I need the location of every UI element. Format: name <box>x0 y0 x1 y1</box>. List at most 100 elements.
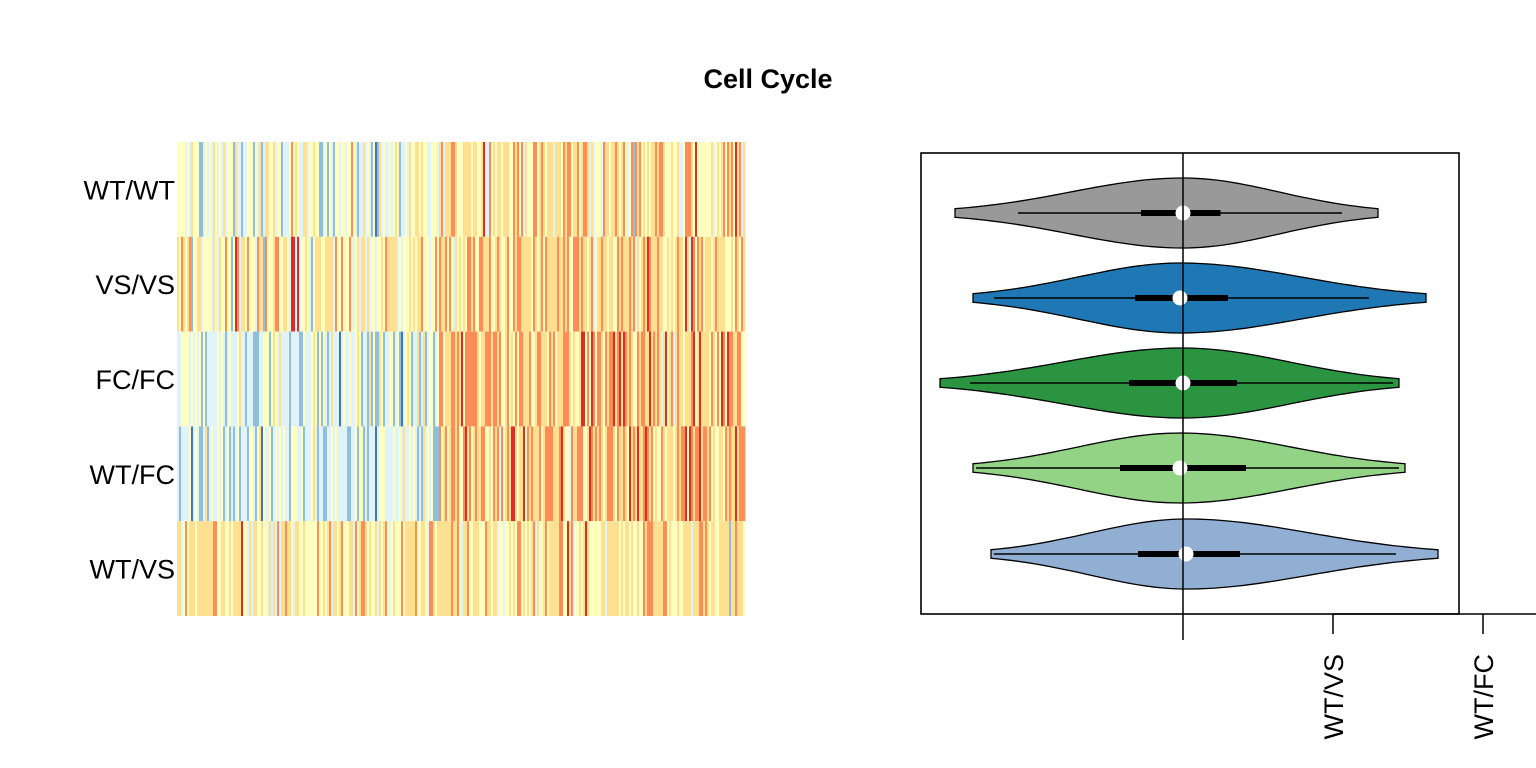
heatmap-cell <box>245 331 248 427</box>
heatmap-cell <box>583 331 586 427</box>
heatmap-cell <box>581 426 584 522</box>
heatmap-cell <box>541 142 544 237</box>
heatmap-cell <box>529 331 532 427</box>
heatmap-cell <box>247 142 250 237</box>
heatmap-cell <box>697 236 700 332</box>
heatmap-cell <box>225 142 228 237</box>
heatmap-cell <box>383 521 386 616</box>
heatmap-row-label: FC/FC <box>96 365 175 395</box>
heatmap-cell <box>177 142 180 237</box>
heatmap-cell <box>351 331 354 427</box>
heatmap-cell <box>311 521 314 616</box>
heatmap-cell <box>617 426 620 522</box>
heatmap-cell <box>499 236 502 332</box>
heatmap-cell <box>631 142 634 237</box>
heatmap-cell <box>709 331 712 427</box>
heatmap-cell <box>603 521 606 616</box>
heatmap-cell <box>379 142 382 237</box>
heatmap-cell <box>715 426 718 522</box>
heatmap-cell <box>311 331 314 427</box>
heatmap-cell <box>247 236 250 332</box>
heatmap-cell <box>501 236 504 332</box>
heatmap-cell <box>235 331 238 427</box>
heatmap-cell <box>509 426 512 522</box>
heatmap-cell <box>183 426 186 522</box>
heatmap-cell <box>585 521 588 616</box>
heatmap-cell <box>687 236 690 332</box>
heatmap-cell <box>675 426 678 522</box>
heatmap-cell <box>565 236 568 332</box>
heatmap-cell <box>643 521 646 616</box>
heatmap-cell <box>415 521 418 616</box>
heatmap-cell <box>323 236 326 332</box>
heatmap-cell <box>309 236 312 332</box>
heatmap-cell <box>701 142 704 237</box>
heatmap-cell <box>541 236 544 332</box>
heatmap-cell <box>663 331 666 427</box>
heatmap-cell <box>487 142 490 237</box>
heatmap-cell <box>727 426 730 522</box>
heatmap-cell <box>613 236 616 332</box>
heatmap-cell <box>631 331 634 427</box>
heatmap-cell <box>387 142 390 237</box>
heatmap-cell <box>487 236 490 332</box>
heatmap-cell <box>573 331 576 427</box>
heatmap-cell <box>483 236 486 332</box>
heatmap-cell <box>369 521 372 616</box>
heatmap-cell <box>491 426 494 522</box>
heatmap-cell <box>517 521 520 616</box>
heatmap-cell <box>461 142 464 237</box>
heatmap-cell <box>467 521 470 616</box>
heatmap-cell <box>283 331 286 427</box>
heatmap-cell <box>361 426 364 522</box>
heatmap-cell <box>521 521 524 616</box>
heatmap-cell <box>349 521 352 616</box>
heatmap-cell <box>425 142 428 237</box>
heatmap-cell <box>363 521 366 616</box>
heatmap-cell <box>487 331 490 427</box>
heatmap-cell <box>447 426 450 522</box>
heatmap-cell <box>273 142 276 237</box>
heatmap-cell <box>293 236 296 332</box>
heatmap-cell <box>589 236 592 332</box>
heatmap-cell <box>719 142 722 237</box>
violin <box>954 177 1379 249</box>
heatmap-cell <box>695 521 698 616</box>
heatmap-cell <box>471 521 474 616</box>
heatmap-cell <box>353 142 356 237</box>
heatmap-cell <box>297 521 300 616</box>
x-tick-label: WT/VS <box>1319 654 1349 740</box>
heatmap-cell <box>543 521 546 616</box>
heatmap-cell <box>405 426 408 522</box>
heatmap-cell <box>413 426 416 522</box>
heatmap-cell <box>523 521 526 616</box>
heatmap-cell <box>635 331 638 427</box>
heatmap-cell <box>543 331 546 427</box>
heatmap-cell <box>595 142 598 237</box>
heatmap-cell <box>317 331 320 427</box>
heatmap-cell <box>627 521 630 616</box>
heatmap-cell <box>695 142 698 237</box>
heatmap-cell <box>537 236 540 332</box>
violin <box>939 347 1400 419</box>
heatmap-cell <box>229 142 232 237</box>
heatmap-cell <box>501 331 504 427</box>
heatmap-cell <box>265 331 268 427</box>
heatmap-cell <box>531 426 534 522</box>
heatmap-cell <box>685 331 688 427</box>
heatmap-cell <box>431 521 434 616</box>
heatmap-cell <box>201 521 204 616</box>
heatmap-cell <box>725 331 728 427</box>
heatmap-cell <box>217 331 220 427</box>
heatmap-cell <box>695 331 698 427</box>
heatmap-cell <box>181 521 184 616</box>
heatmap-cell <box>609 426 612 522</box>
heatmap-cell <box>645 426 648 522</box>
heatmap-cell <box>559 426 562 522</box>
heatmap-cell <box>337 426 340 522</box>
heatmap-cell <box>593 142 596 237</box>
heatmap-cell <box>727 521 730 616</box>
heatmap-cell <box>587 426 590 522</box>
heatmap-cell <box>579 142 582 237</box>
heatmap-cell <box>467 331 470 427</box>
